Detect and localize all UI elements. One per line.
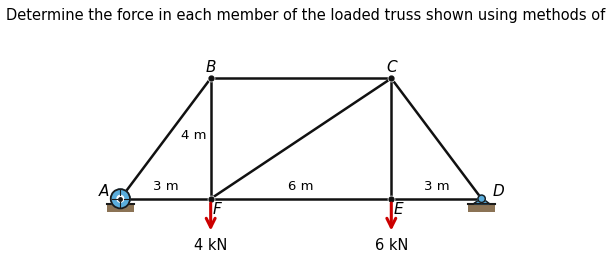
Text: A: A bbox=[98, 184, 109, 199]
Text: D: D bbox=[492, 184, 504, 199]
Text: 4 kN: 4 kN bbox=[194, 238, 227, 253]
Text: C: C bbox=[386, 60, 396, 75]
Text: F: F bbox=[213, 202, 222, 217]
Text: 6 m: 6 m bbox=[288, 180, 314, 193]
Text: Determine the force in each member of the loaded truss shown using methods of jo: Determine the force in each member of th… bbox=[6, 8, 608, 23]
Text: B: B bbox=[206, 60, 216, 75]
Text: E: E bbox=[393, 202, 402, 217]
FancyBboxPatch shape bbox=[468, 204, 495, 212]
FancyBboxPatch shape bbox=[107, 204, 134, 212]
Text: 3 m: 3 m bbox=[424, 180, 449, 193]
Circle shape bbox=[111, 189, 130, 209]
Polygon shape bbox=[474, 198, 489, 204]
Text: 3 m: 3 m bbox=[153, 180, 178, 193]
Text: 6 kN: 6 kN bbox=[375, 238, 408, 253]
Circle shape bbox=[478, 195, 485, 202]
Text: 4 m: 4 m bbox=[181, 129, 207, 142]
Circle shape bbox=[117, 195, 124, 202]
